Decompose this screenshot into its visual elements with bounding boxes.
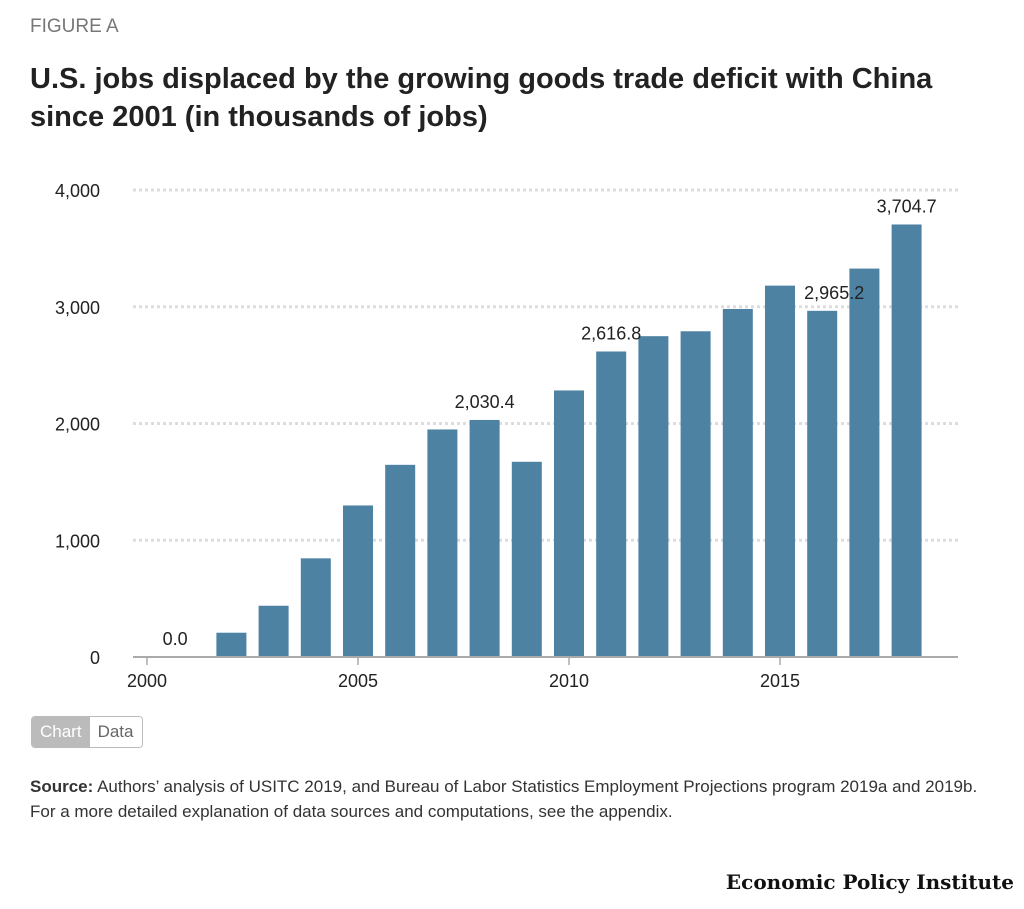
y-tick-label: 4,000 — [55, 181, 100, 201]
bar-2003 — [258, 605, 289, 657]
bar-2005 — [343, 505, 373, 657]
y-tick-label: 3,000 — [55, 298, 100, 318]
bar-2009 — [511, 461, 542, 657]
epi-logo: Economic Policy Institute — [725, 870, 1014, 894]
chart-tab[interactable]: Chart — [32, 717, 90, 747]
bar-2007 — [427, 429, 458, 657]
bar-2008 — [469, 419, 500, 657]
x-tick-label: 2005 — [338, 671, 378, 691]
bar-2015 — [765, 285, 795, 657]
bar-2018 — [891, 224, 922, 658]
view-toggle[interactable]: Chart Data — [31, 716, 143, 748]
bar-2004 — [300, 558, 331, 657]
bar-2014 — [722, 308, 753, 657]
bar-2011 — [596, 351, 627, 657]
bar-2006 — [385, 464, 416, 657]
data-tab[interactable]: Data — [89, 717, 142, 747]
chart-title: U.S. jobs displaced by the growing goods… — [30, 63, 933, 133]
y-tick-label: 1,000 — [55, 531, 100, 551]
bar-2002 — [216, 632, 247, 657]
source-text: Authors’ analysis of USITC 2019, and Bur… — [30, 777, 978, 821]
data-label-2018: 3,704.7 — [877, 196, 937, 216]
bar-2012 — [638, 336, 669, 657]
data-label-2011: 2,616.8 — [581, 323, 641, 343]
x-tick-label: 2015 — [760, 671, 800, 691]
data-label-2016: 2,965.2 — [804, 283, 864, 303]
data-label-2001: 0.0 — [163, 629, 188, 649]
bar-2017 — [849, 268, 880, 657]
bar-2016 — [807, 310, 838, 657]
bar-2010 — [554, 390, 584, 657]
y-tick-label: 0 — [90, 648, 100, 668]
figure-label: FIGURE A — [30, 16, 119, 37]
source-label: Source: — [30, 777, 94, 796]
y-tick-label: 2,000 — [55, 415, 100, 435]
bar-2013 — [680, 331, 711, 657]
source-note: Source: Authors’ analysis of USITC 2019,… — [30, 774, 980, 824]
x-tick-label: 2000 — [127, 671, 167, 691]
data-label-2008: 2,030.4 — [455, 392, 515, 412]
bar-chart: 0 1,000 2,000 3,000 4,000 2000 2005 2010 2015 0.0… — [55, 181, 958, 691]
x-tick-label: 2010 — [549, 671, 589, 691]
